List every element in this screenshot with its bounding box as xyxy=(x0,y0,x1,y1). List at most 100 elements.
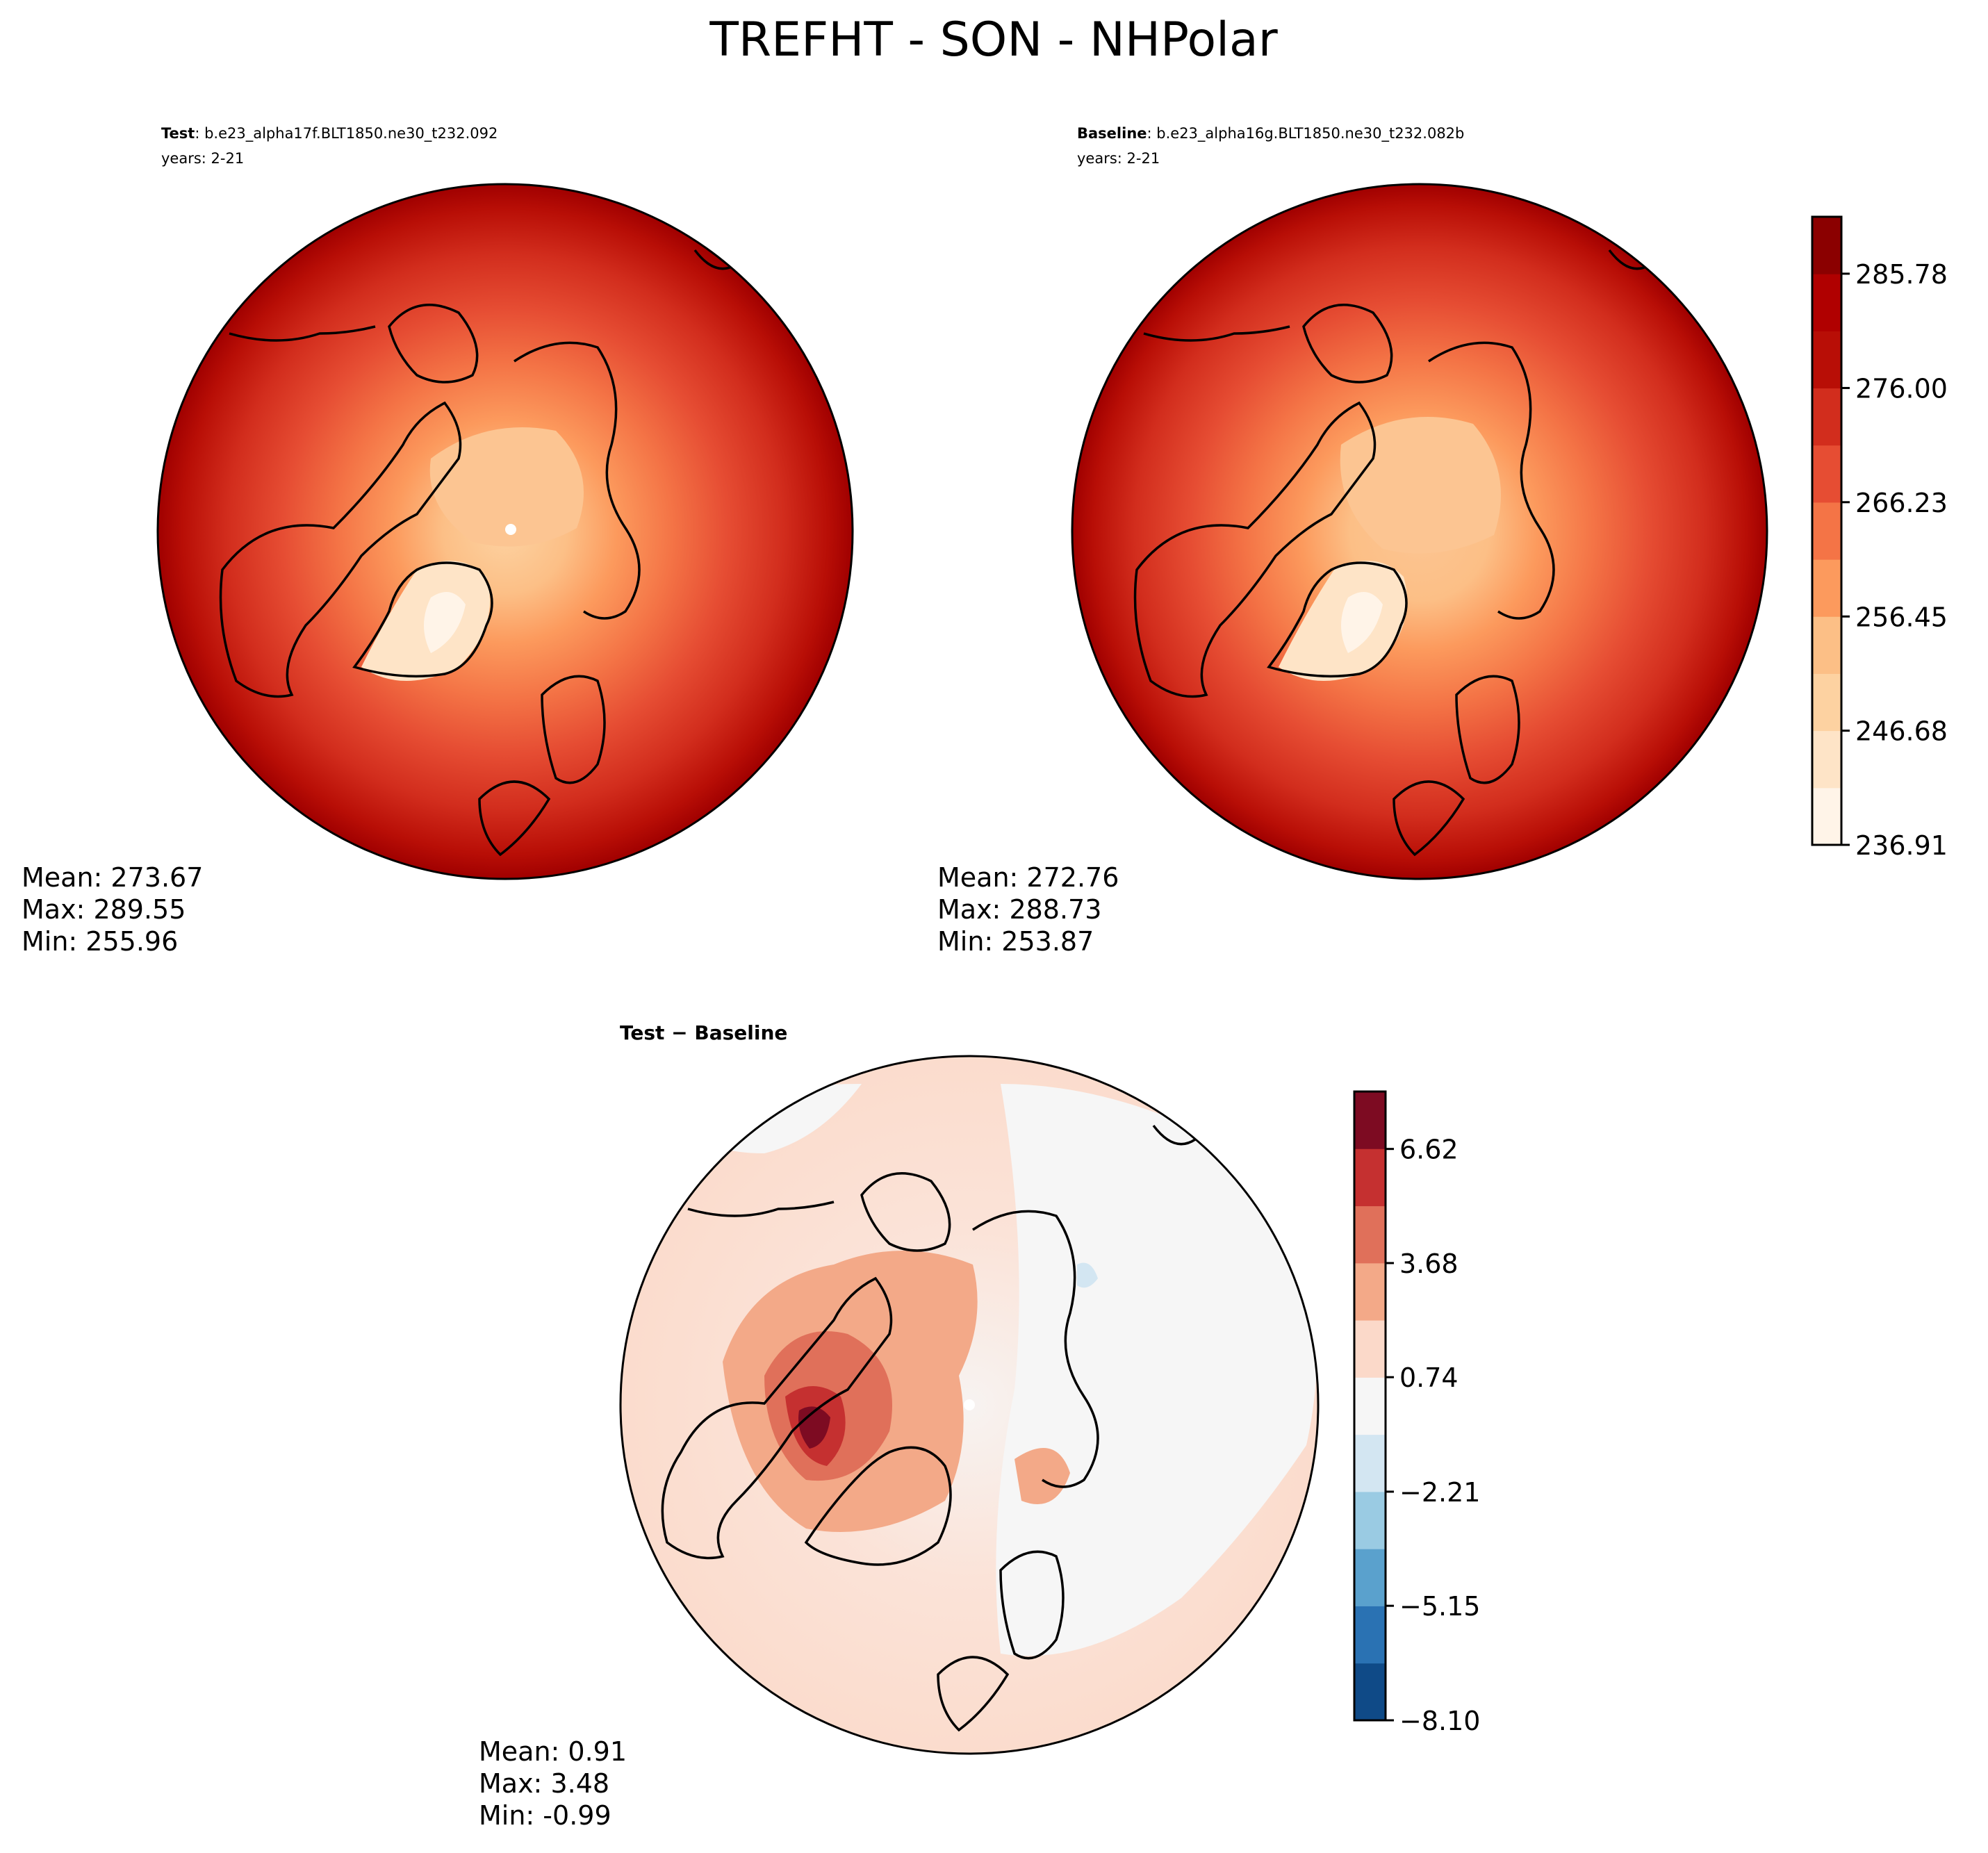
main-colorbar-tick-label: 236.91 xyxy=(1855,830,1948,861)
main-colorbar-tick-label: 276.00 xyxy=(1855,373,1948,404)
difference-min: Min: -0.99 xyxy=(479,1800,611,1831)
test-pole-marker xyxy=(505,524,516,535)
diff-coast-hudson xyxy=(687,1201,835,1217)
difference-max: Max: 3.48 xyxy=(479,1768,609,1799)
baseline-coast-siberia xyxy=(1428,341,1555,620)
baseline-coastlines xyxy=(1133,249,1652,857)
main-colorbar-segment xyxy=(1812,787,1841,846)
test-title-label: Test xyxy=(161,125,195,142)
test-panel-title: Test: b.e23_alpha17f.BLT1850.ne30_t232.0… xyxy=(161,125,498,142)
diff-colorbar-segment xyxy=(1354,1148,1386,1207)
diff-colorbar-segment xyxy=(1354,1377,1386,1435)
diff-coast-scandinavia xyxy=(999,1550,1065,1660)
baseline-map-boundary xyxy=(1071,183,1768,880)
test-coast-siberia xyxy=(514,341,641,620)
difference-mean: Mean: 0.91 xyxy=(479,1736,627,1767)
diff-colorbar-tick-label: −5.15 xyxy=(1399,1591,1480,1622)
test-case-name: : b.e23_alpha17f.BLT1850.ne30_t232.092 xyxy=(195,125,498,142)
main-colorbar-tick-label: 266.23 xyxy=(1855,488,1948,518)
main-colorbar-segment xyxy=(1812,730,1841,789)
diff-coast-greenland xyxy=(804,1446,952,1566)
baseline-mean: Mean: 272.76 xyxy=(937,862,1119,893)
main-colorbar-segment xyxy=(1812,559,1841,617)
baseline-coast-hudson xyxy=(1143,325,1290,342)
diff-colorbar-segment xyxy=(1354,1205,1386,1264)
main-colorbar-segment xyxy=(1812,274,1841,331)
baseline-map xyxy=(1072,184,1767,879)
test-coast-scandinavia xyxy=(541,675,606,784)
test-map xyxy=(158,184,853,879)
diff-coast-siberia xyxy=(972,1210,1099,1488)
diff-colorbar-segment xyxy=(1354,1491,1386,1549)
main-colorbar-tick-label: 256.45 xyxy=(1855,602,1948,632)
main-colorbar-tick-label: 285.78 xyxy=(1855,259,1948,290)
main-colorbar: 236.91 246.68 256.45 266.23 276.00 285.78 xyxy=(1811,215,1948,861)
test-mean: Mean: 273.67 xyxy=(22,862,203,893)
difference-panel: Test − Baseline Mean: 0. xyxy=(479,1021,1320,1831)
baseline-case-name: : b.e23_alpha16g.BLT1850.ne30_t232.082b xyxy=(1147,125,1465,142)
baseline-coast-alaska xyxy=(1302,304,1393,384)
diff-colorbar-segment xyxy=(1354,1320,1386,1378)
diff-coast-alaska xyxy=(860,1172,951,1252)
difference-coastlines xyxy=(661,1124,1196,1732)
test-max: Max: 289.55 xyxy=(22,894,186,925)
diff-warm-barents xyxy=(1014,1448,1070,1504)
baseline-coast-greenland xyxy=(1267,561,1408,678)
test-coast-europe xyxy=(478,780,551,857)
baseline-years: years: 2-21 xyxy=(1077,150,1160,167)
diff-coast-canada xyxy=(661,1276,893,1560)
baseline-cold-region xyxy=(1340,417,1501,554)
main-colorbar-outline xyxy=(1811,215,1843,846)
diff-colorbar-segment xyxy=(1354,1663,1386,1721)
main-colorbar-tick-label: 246.68 xyxy=(1855,716,1948,747)
test-coast-alaska xyxy=(388,304,479,384)
baseline-panel: Baseline: b.e23_alpha16g.BLT1850.ne30_t2… xyxy=(937,125,1768,957)
baseline-max: Max: 288.73 xyxy=(937,894,1101,925)
diff-neutral-east xyxy=(996,1084,1317,1656)
difference-panel-title: Test − Baseline xyxy=(620,1021,787,1044)
difference-map-boundary xyxy=(619,1055,1320,1755)
test-greenland-core xyxy=(424,592,466,653)
difference-pole-marker xyxy=(964,1399,975,1410)
main-colorbar-segment xyxy=(1812,388,1841,446)
test-coastlines xyxy=(219,249,737,857)
diff-colorbar-tick-label: −8.10 xyxy=(1399,1706,1480,1736)
diff-colorbar-segment xyxy=(1354,1262,1386,1321)
test-panel: Test: b.e23_alpha17f.BLT1850.ne30_t232.0… xyxy=(22,125,854,957)
baseline-coast-canada xyxy=(1133,401,1377,698)
diff-coast-europe xyxy=(937,1656,1010,1732)
test-coast-canada xyxy=(219,401,462,698)
diff-colorbar: −8.10 −5.15 −2.21 0.74 3.68 6.62 xyxy=(1353,1090,1480,1736)
figure-title: TREFHT - SON - NHPolar xyxy=(709,13,1277,67)
baseline-coast-scandinavia xyxy=(1455,675,1520,784)
diff-colorbar-tick-label: −2.21 xyxy=(1399,1477,1480,1508)
baseline-coast-europe xyxy=(1393,780,1465,857)
main-colorbar-segment xyxy=(1812,616,1841,674)
main-colorbar-segment xyxy=(1812,217,1841,274)
diff-colorbar-tick-label: 6.62 xyxy=(1399,1135,1459,1165)
diff-coast-kamchatka xyxy=(1152,1124,1196,1146)
baseline-title-label: Baseline xyxy=(1077,125,1147,142)
diff-colorbar-tick-label: 0.74 xyxy=(1399,1362,1459,1393)
diff-colorbar-segment xyxy=(1354,1434,1386,1492)
diff-colorbar-tick-label: 3.68 xyxy=(1399,1249,1459,1279)
diff-colorbar-outline xyxy=(1353,1090,1387,1722)
test-map-boundary xyxy=(156,183,854,880)
main-colorbar-segment xyxy=(1812,331,1841,389)
test-coast-hudson xyxy=(229,325,376,342)
test-years: years: 2-21 xyxy=(161,150,244,167)
main-colorbar-segment xyxy=(1812,502,1841,560)
main-colorbar-segment xyxy=(1812,445,1841,503)
test-coast-greenland xyxy=(352,561,493,678)
diff-colorbar-segment xyxy=(1354,1092,1386,1149)
baseline-min: Min: 253.87 xyxy=(937,926,1094,957)
baseline-panel-title: Baseline: b.e23_alpha16g.BLT1850.ne30_t2… xyxy=(1077,125,1464,142)
diff-cool-patch xyxy=(1077,1262,1098,1288)
diff-colorbar-segment xyxy=(1354,1549,1386,1606)
baseline-greenland-core xyxy=(1341,592,1383,653)
main-colorbar-segment xyxy=(1812,673,1841,732)
test-min: Min: 255.96 xyxy=(22,926,178,957)
diff-colorbar-segment xyxy=(1354,1606,1386,1664)
test-cold-region xyxy=(429,427,584,547)
